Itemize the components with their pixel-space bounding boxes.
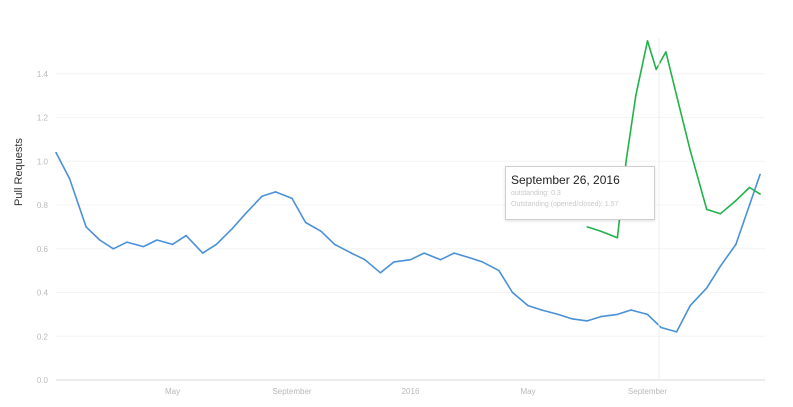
data-point [660, 326, 662, 329]
data-point [364, 258, 366, 261]
data-point [527, 304, 529, 307]
data-point [748, 186, 751, 189]
x-tick-label: September [272, 387, 311, 396]
data-point [468, 256, 470, 259]
data-point [646, 313, 649, 316]
data-point [261, 195, 263, 198]
tooltip-row-ratio: Outstanding (opened/closed): 1.57 [511, 201, 619, 208]
chart-tooltip: September 26, 2016 outstanding: 0.3 Outs… [505, 166, 655, 220]
data-point [735, 199, 737, 202]
data-point [586, 226, 589, 228]
data-point [85, 226, 87, 228]
data-point [320, 230, 322, 233]
data-point [570, 318, 573, 320]
data-point [600, 230, 602, 233]
data-point [304, 221, 307, 224]
tooltip-date: September 26, 2016 [511, 173, 620, 187]
x-tick-label: September [628, 387, 667, 396]
data-point [156, 239, 158, 241]
data-point [55, 151, 57, 154]
data-point [689, 149, 691, 152]
data-point [393, 261, 395, 263]
data-point [409, 258, 412, 261]
data-point [98, 239, 101, 241]
tooltip-row-outstanding: outstanding: 0.3 [511, 190, 561, 197]
data-point [540, 309, 543, 311]
data-point [625, 160, 627, 163]
data-point [201, 252, 204, 254]
data-point [333, 243, 336, 246]
data-point [185, 234, 187, 237]
data-point [735, 243, 737, 246]
data-point [689, 304, 691, 307]
data-point [655, 68, 657, 71]
data-point [719, 265, 722, 268]
data-point [719, 213, 722, 215]
data-point [453, 252, 456, 254]
y-axis-ticks: 0.0 0.2 0.4 0.6 0.8 1.0 1.2 1.4 [37, 70, 49, 385]
data-point [171, 243, 174, 246]
x-tick-label: May [165, 387, 180, 396]
data-point [126, 241, 128, 243]
data-point [215, 243, 218, 246]
y-tick-label: 1.0 [37, 157, 49, 166]
data-point [616, 313, 619, 316]
chart-grid [56, 73, 765, 337]
data-point [291, 197, 293, 200]
data-point [759, 173, 761, 176]
series-1 [55, 151, 761, 333]
data-point [511, 291, 514, 294]
data-point [557, 313, 559, 316]
y-tick-label: 0.2 [37, 332, 49, 341]
data-point [759, 193, 761, 195]
data-point [231, 228, 233, 230]
y-tick-label: 0.0 [37, 376, 49, 385]
x-tick-label: May [520, 387, 535, 396]
y-tick-label: 1.2 [37, 114, 49, 123]
y-tick-label: 0.6 [37, 245, 49, 254]
data-point [112, 248, 115, 250]
x-axis-ticks: May September 2016 May September [165, 387, 667, 396]
data-point [646, 40, 649, 42]
y-axis-title: Pull Requests [13, 138, 25, 206]
data-point [350, 252, 353, 254]
data-point [586, 320, 589, 322]
data-point [665, 51, 667, 53]
data-point [635, 94, 637, 97]
data-point [244, 213, 247, 215]
data-point [675, 331, 678, 333]
y-tick-label: 0.8 [37, 201, 49, 210]
data-point [423, 252, 425, 254]
data-point [142, 245, 145, 248]
data-point [630, 309, 632, 311]
series-layer [55, 40, 761, 333]
y-tick-label: 0.4 [37, 289, 49, 298]
data-point [68, 178, 71, 180]
data-point [616, 237, 619, 239]
x-tick-label: 2016 [402, 387, 420, 396]
y-tick-label: 1.4 [37, 70, 49, 79]
data-point [675, 94, 678, 97]
data-point [498, 269, 500, 272]
data-point [379, 272, 382, 274]
data-point [274, 191, 277, 193]
data-point [600, 315, 602, 318]
data-point [748, 204, 751, 206]
data-point [705, 287, 708, 289]
data-point [439, 258, 442, 261]
data-point [481, 261, 484, 263]
data-point [705, 208, 708, 211]
